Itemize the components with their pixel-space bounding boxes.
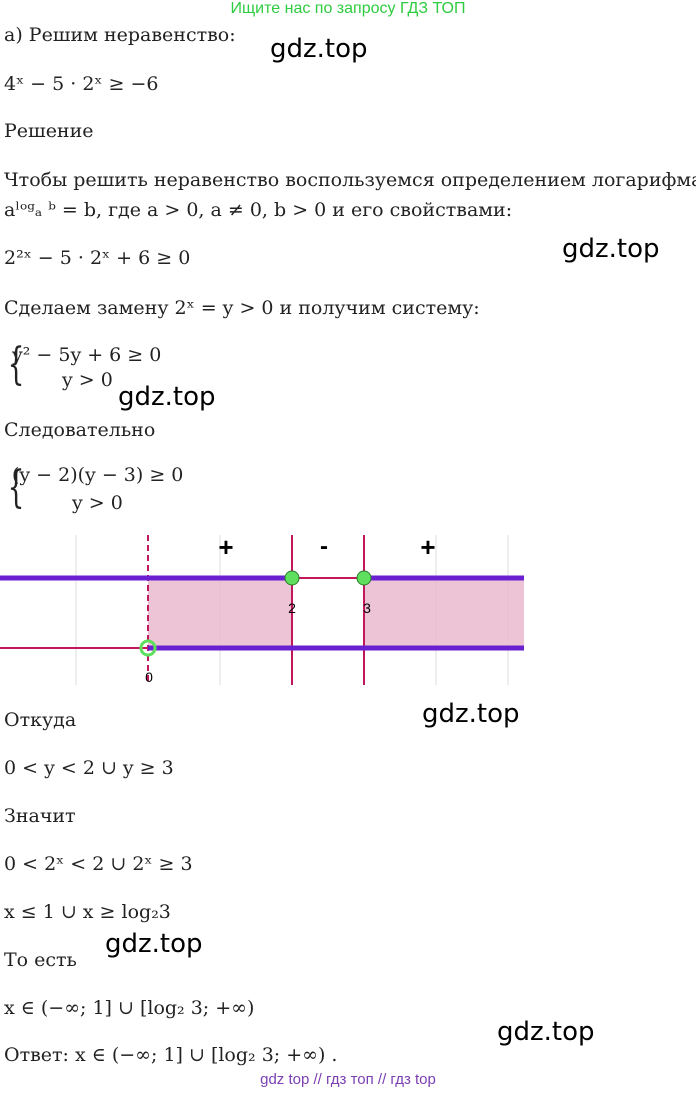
- point-label: 3: [363, 600, 371, 616]
- text-line: Чтобы решить неравенство воспользуемся о…: [4, 169, 696, 191]
- watermark: gdz.top: [422, 699, 520, 729]
- answer: Ответ: x ∈ (−∞; 1] ∪ [log₂ 3; +∞) .: [4, 1044, 338, 1066]
- math-line: aˡᵒᵍₐ ᵇ = b, где a > 0, a ≠ 0, b > 0 и е…: [4, 199, 513, 221]
- text-line: Следовательно: [4, 419, 156, 441]
- closed-point: [356, 570, 372, 586]
- math-line: (y − 2)(y − 3) ≥ 0: [12, 464, 184, 486]
- region: [364, 578, 524, 648]
- brace: {: [7, 339, 25, 390]
- point-label: 2: [288, 600, 296, 616]
- math-line: y > 0: [62, 369, 113, 391]
- watermark: gdz.top: [497, 1017, 595, 1047]
- math-line: y > 0: [72, 492, 123, 514]
- text-line: а) Решим неравенство:: [4, 24, 236, 46]
- text-line: Сделаем замену 2ˣ = y > 0 и получим сист…: [4, 297, 480, 319]
- watermark: gdz.top: [562, 234, 660, 264]
- number-line-diagram: + - + 0 2 3: [0, 535, 524, 685]
- watermark: gdz.top: [105, 929, 203, 959]
- banner: Ищите нас по запросу ГДЗ ТОП: [230, 0, 466, 17]
- math-line: x ∈ (−∞; 1] ∪ [log₂ 3; +∞): [4, 997, 255, 1019]
- open-point: [139, 639, 157, 657]
- sign: -: [320, 535, 328, 560]
- math-line: 0 < y < 2 ∪ y ≥ 3: [4, 757, 174, 779]
- point-label: 0: [145, 669, 153, 685]
- text-line: То есть: [4, 949, 77, 971]
- math-line: 2²ˣ − 5 · 2ˣ + 6 ≥ 0: [4, 247, 191, 269]
- footer: gdz top // гдз топ // гдз top: [260, 1071, 436, 1088]
- closed-point: [284, 570, 300, 586]
- watermark: gdz.top: [118, 382, 216, 412]
- text-line: Значит: [4, 805, 76, 827]
- brace: {: [7, 462, 25, 513]
- sign: +: [218, 535, 233, 562]
- math-line: y² − 5y + 6 ≥ 0: [12, 344, 162, 366]
- watermark: gdz.top: [270, 34, 368, 64]
- math-line: 4ˣ − 5 · 2ˣ ≥ −6: [4, 73, 159, 95]
- text-line: Откуда: [4, 709, 77, 731]
- region: [148, 578, 292, 648]
- sign: +: [420, 535, 435, 562]
- math-line: x ≤ 1 ∪ x ≥ log₂3: [4, 901, 171, 923]
- math-line: 0 < 2ˣ < 2 ∪ 2ˣ ≥ 3: [4, 853, 193, 875]
- text-line: Решение: [4, 120, 94, 142]
